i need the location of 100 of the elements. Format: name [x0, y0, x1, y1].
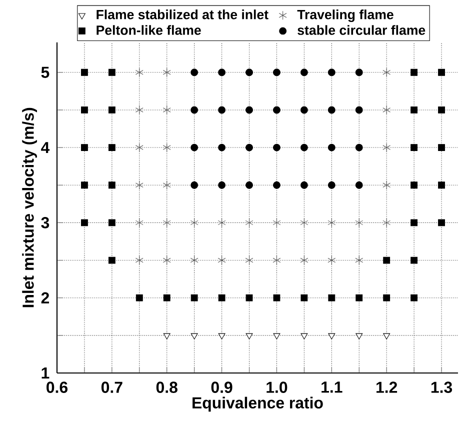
point [273, 333, 280, 340]
point [190, 144, 198, 152]
point [355, 218, 364, 228]
point [190, 106, 198, 114]
point [218, 106, 226, 114]
point [135, 143, 144, 152]
point [355, 256, 364, 265]
point [136, 294, 143, 302]
point [328, 144, 336, 152]
y-tick-label: 2 [41, 292, 50, 304]
point [162, 218, 171, 228]
point [382, 218, 391, 228]
point [108, 68, 116, 76]
point [81, 182, 88, 189]
y-tick-label: 1 [42, 368, 50, 378]
x-tick-label: 0.6 [46, 382, 68, 393]
point [300, 106, 308, 114]
point [190, 294, 198, 302]
point [135, 105, 144, 114]
point [162, 143, 171, 152]
point [356, 333, 363, 340]
point [300, 218, 308, 228]
point [355, 144, 363, 152]
x-tick-label: 1.0 [266, 382, 288, 393]
point [438, 182, 445, 189]
point [410, 144, 418, 151]
point [300, 144, 308, 152]
point [328, 106, 336, 114]
point [273, 68, 280, 76]
point [246, 294, 253, 302]
point [300, 333, 308, 340]
point [272, 218, 281, 228]
point [273, 294, 280, 302]
point [383, 294, 390, 302]
point [218, 294, 226, 302]
point [410, 294, 418, 302]
point [355, 181, 363, 189]
point [382, 180, 391, 190]
y-tick-label: 4 [41, 142, 50, 154]
point [300, 68, 308, 76]
point [300, 181, 308, 189]
x-tick-label: 0.7 [101, 382, 122, 393]
x-tick-label: 1.2 [376, 382, 398, 393]
point [108, 182, 116, 189]
legend-label: Traveling flame [297, 10, 394, 22]
x-tick-label: 0.8 [156, 382, 178, 393]
point [190, 218, 198, 228]
point [246, 68, 253, 76]
point [190, 181, 198, 189]
point [108, 144, 116, 151]
point [246, 333, 253, 340]
point [218, 256, 226, 265]
point [246, 181, 253, 189]
point [382, 68, 391, 77]
point [163, 333, 170, 340]
point [163, 294, 170, 302]
point [328, 294, 336, 302]
point [300, 256, 308, 265]
point [108, 219, 116, 226]
point [328, 256, 336, 265]
point [438, 144, 445, 151]
point [108, 106, 116, 114]
point [218, 68, 226, 76]
point [162, 256, 171, 265]
point [410, 68, 418, 76]
point [218, 181, 226, 189]
point [410, 182, 418, 189]
point [135, 180, 144, 190]
point [300, 294, 308, 302]
point [273, 181, 280, 189]
point [190, 68, 198, 76]
point [355, 106, 363, 114]
point [81, 219, 88, 226]
point [218, 333, 226, 340]
y-tick-label: 5 [41, 66, 50, 78]
point [382, 143, 391, 152]
point [162, 105, 171, 114]
point [328, 333, 336, 340]
point [190, 256, 198, 265]
point [410, 219, 418, 226]
legend-label: stable circular flame [298, 25, 426, 35]
point [162, 180, 171, 190]
point [383, 256, 390, 264]
point [135, 256, 144, 265]
x-tick-label: 1.1 [322, 382, 342, 393]
point [135, 68, 144, 77]
point [245, 256, 254, 265]
point [218, 144, 226, 152]
point [162, 68, 171, 77]
point [438, 106, 445, 114]
x-tick-label: 0.9 [211, 382, 232, 393]
point [81, 106, 88, 114]
point [355, 68, 363, 76]
point [81, 68, 88, 76]
x-tick-label: 1.3 [431, 382, 452, 393]
x-axis-title: Equivalence ratio [192, 396, 323, 412]
point [356, 294, 363, 302]
point [108, 256, 116, 264]
point [328, 68, 336, 76]
point [218, 218, 226, 228]
